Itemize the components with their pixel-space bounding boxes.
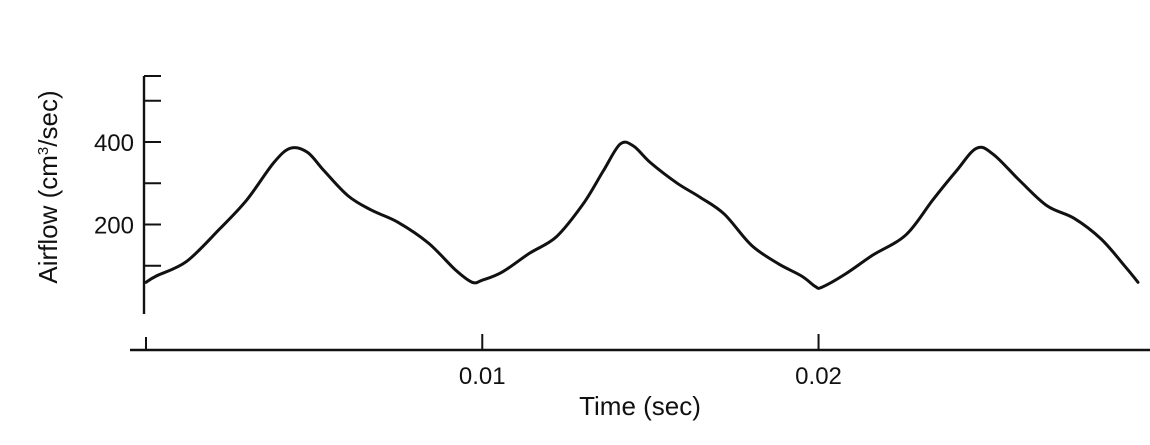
y-axis-title-superscript: 3 (35, 147, 52, 155)
airflow-series-line (144, 140, 1140, 290)
x-tick-label: 0.02 (795, 363, 842, 390)
x-ticks: 0.01 0.02 (459, 334, 842, 390)
x-tick-label: 0.01 (459, 363, 506, 390)
y-tick-label: 200 (94, 213, 134, 240)
y-axis: 200 400 (94, 75, 161, 314)
y-axis-title-prefix: Airflow (cm (33, 155, 63, 284)
x-axis: 0.01 0.02 (130, 334, 1150, 390)
y-axis-title-suffix: /sec) (33, 90, 63, 146)
x-axis-title: Time (sec) (579, 391, 701, 421)
y-tick-label: 400 (94, 130, 134, 157)
y-axis-title: Airflow (cm3/sec) (33, 90, 63, 283)
y-ticks: 200 400 (94, 75, 161, 267)
series-group (144, 140, 1140, 290)
